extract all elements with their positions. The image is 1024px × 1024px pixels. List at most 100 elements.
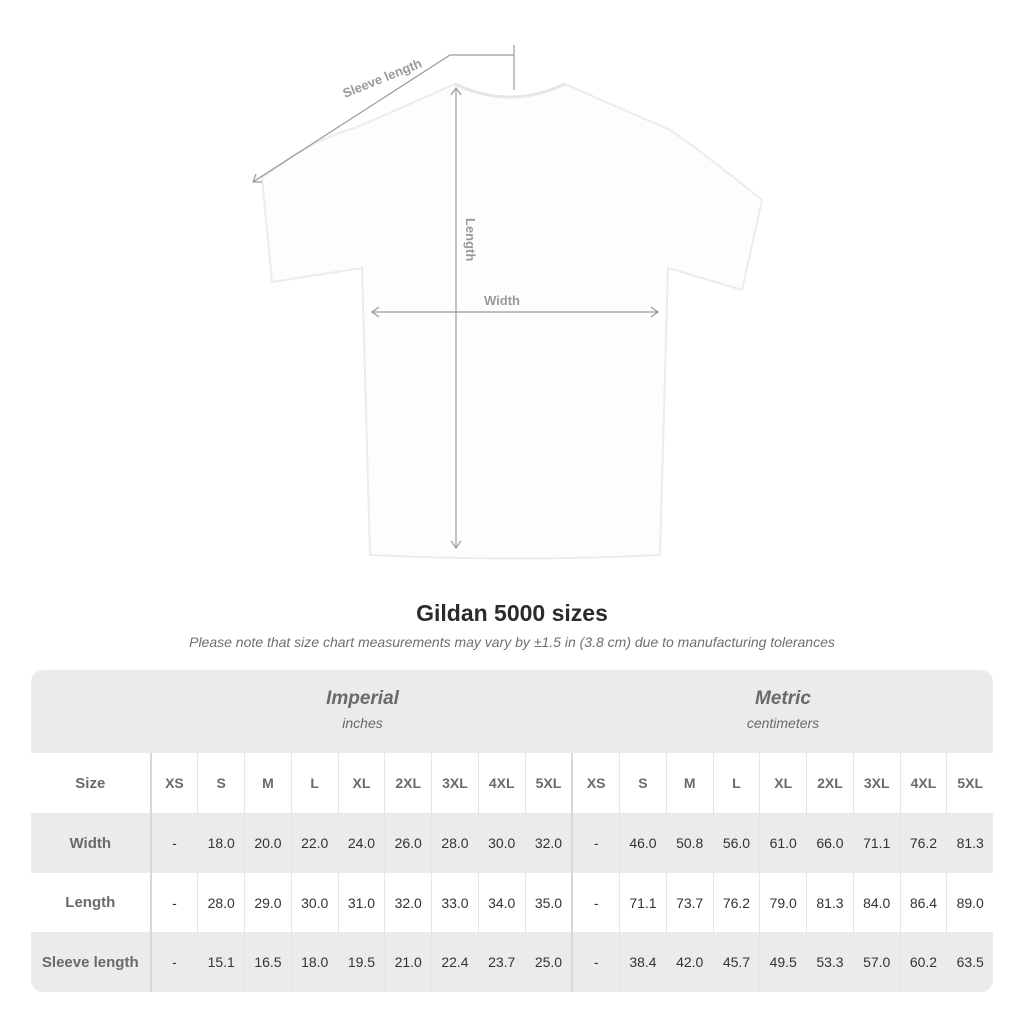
metric-cell: 66.0 <box>806 813 853 873</box>
size-header-metric: S <box>619 753 666 813</box>
metric-cell: 89.0 <box>946 873 993 932</box>
tshirt-shape <box>260 82 764 560</box>
size-header-metric: 5XL <box>946 753 993 813</box>
metric-cell: 45.7 <box>712 932 760 992</box>
imperial-cell: 18.0 <box>197 813 244 873</box>
imperial-cell: 26.0 <box>384 813 431 873</box>
tshirt-diagram: Sleeve length Length Width <box>252 45 764 560</box>
metric-cell: 81.3 <box>946 813 993 873</box>
chart-title: Gildan 5000 sizes <box>416 600 608 626</box>
size-table: Imperial inches Metric centimeters Size X… <box>31 670 993 992</box>
imperial-cell: 15.1 <box>197 932 244 992</box>
metric-cell: 76.2 <box>712 873 760 932</box>
size-header-imperial: 4XL <box>477 753 525 813</box>
size-header-imperial: S <box>197 753 244 813</box>
size-header-imperial: M <box>244 753 291 813</box>
size-header-row: Size XS S M L XL 2XL 3XL 4XL 5XL XS S M L XL 2XL 3XL 4XL 5… <box>31 753 993 813</box>
metric-cell: 50.8 <box>665 813 713 873</box>
arrow-down-icon <box>450 540 462 550</box>
metric-cell: 57.0 <box>852 932 900 992</box>
collar <box>454 82 566 99</box>
table-row: Length -28.0 29.0 30.0 31.0 32.0 33.0 34.0 35.0-… <box>31 873 993 932</box>
imperial-cell: - <box>149 932 198 992</box>
sleeve-measure-line <box>252 54 514 183</box>
size-header-imperial: 5XL <box>524 753 572 813</box>
metric-cell: 63.5 <box>946 932 993 992</box>
imperial-cell: 25.0 <box>524 932 572 992</box>
imperial-cell: 33.0 <box>431 873 478 932</box>
metric-cell: - <box>571 932 619 992</box>
metric-cell: 71.1 <box>852 813 900 873</box>
size-header-imperial: 2XL <box>384 753 431 813</box>
imperial-cell: 19.5 <box>337 932 385 992</box>
imperial-cell: 22.0 <box>290 813 338 873</box>
imperial-cell: 32.0 <box>524 813 572 873</box>
row-label: Size <box>75 774 106 792</box>
imperial-cell: 23.7 <box>477 932 525 992</box>
arrow-icon <box>252 173 262 183</box>
imperial-cell: 34.0 <box>477 873 525 932</box>
metric-cell: 49.5 <box>759 932 806 992</box>
metric-cell: 76.2 <box>899 813 947 873</box>
group-name: Imperial <box>326 688 399 709</box>
size-header-imperial: 3XL <box>431 753 478 813</box>
arrow-up-icon <box>450 86 462 96</box>
imperial-cell: 16.5 <box>244 932 291 992</box>
imperial-cell: 20.0 <box>244 813 291 873</box>
imperial-cell: 32.0 <box>384 873 431 932</box>
imperial-cell: - <box>149 873 198 932</box>
metric-cell: 38.4 <box>619 932 666 992</box>
size-header-metric: 2XL <box>806 753 853 813</box>
imperial-cell: 21.0 <box>384 932 431 992</box>
metric-cell: 61.0 <box>759 813 806 873</box>
size-header-imperial: XL <box>337 753 385 813</box>
size-header-imperial: L <box>290 753 338 813</box>
size-header-metric: L <box>712 753 760 813</box>
metric-cell: 56.0 <box>712 813 760 873</box>
group-unit: centimeters <box>746 715 820 731</box>
metric-cell: 42.0 <box>665 932 713 992</box>
metric-cell: 84.0 <box>852 873 900 932</box>
metric-cell: 81.3 <box>806 873 853 932</box>
imperial-cell: 28.0 <box>197 873 244 932</box>
metric-cell: 73.7 <box>665 873 713 932</box>
size-header-imperial: XS <box>149 753 198 813</box>
row-label: Sleeve length <box>41 953 139 971</box>
imperial-cell: 30.0 <box>477 813 525 873</box>
imperial-cell: 29.0 <box>244 873 291 932</box>
imperial-cell: 31.0 <box>337 873 385 932</box>
imperial-cell: 35.0 <box>524 873 572 932</box>
metric-cell: 79.0 <box>759 873 806 932</box>
group-name: Metric <box>755 688 811 709</box>
size-header-metric: 4XL <box>899 753 947 813</box>
imperial-cell: 24.0 <box>337 813 385 873</box>
size-header-metric: XS <box>571 753 619 813</box>
unit-header-band <box>31 670 993 753</box>
table-row: Width -18.0 20.0 22.0 24.0 26.0 28.0 30.0 32.0-4… <box>31 813 993 873</box>
row-label: Width <box>69 834 112 852</box>
imperial-cell: 28.0 <box>431 813 478 873</box>
size-header-metric: M <box>665 753 713 813</box>
metric-cell: 71.1 <box>619 873 666 932</box>
metric-cell: 86.4 <box>899 873 947 932</box>
row-label: Length <box>65 894 116 911</box>
group-unit: inches <box>342 715 383 731</box>
imperial-group-header: Imperial inches <box>152 670 573 753</box>
sleeve-length-label: Sleeve length <box>341 55 424 100</box>
imperial-cell: 18.0 <box>290 932 338 992</box>
metric-cell: - <box>571 813 619 873</box>
width-label: Width <box>484 293 520 308</box>
imperial-cell: 30.0 <box>290 873 338 932</box>
metric-cell: 46.0 <box>619 813 666 873</box>
table-row: Sleeve length -15.1 16.5 18.0 19.5 21.0 22.4 23… <box>31 932 993 992</box>
metric-cell: - <box>571 873 619 932</box>
length-label: Length <box>463 218 478 261</box>
tolerance-note: Please note that size chart measurements… <box>189 634 835 650</box>
metric-cell: 60.2 <box>899 932 947 992</box>
metric-cell: 53.3 <box>806 932 853 992</box>
metric-group-header: Metric centimeters <box>573 670 993 753</box>
imperial-cell: - <box>149 813 198 873</box>
arrow-right-icon <box>650 306 660 318</box>
size-header-metric: 3XL <box>852 753 900 813</box>
size-header-metric: XL <box>759 753 806 813</box>
